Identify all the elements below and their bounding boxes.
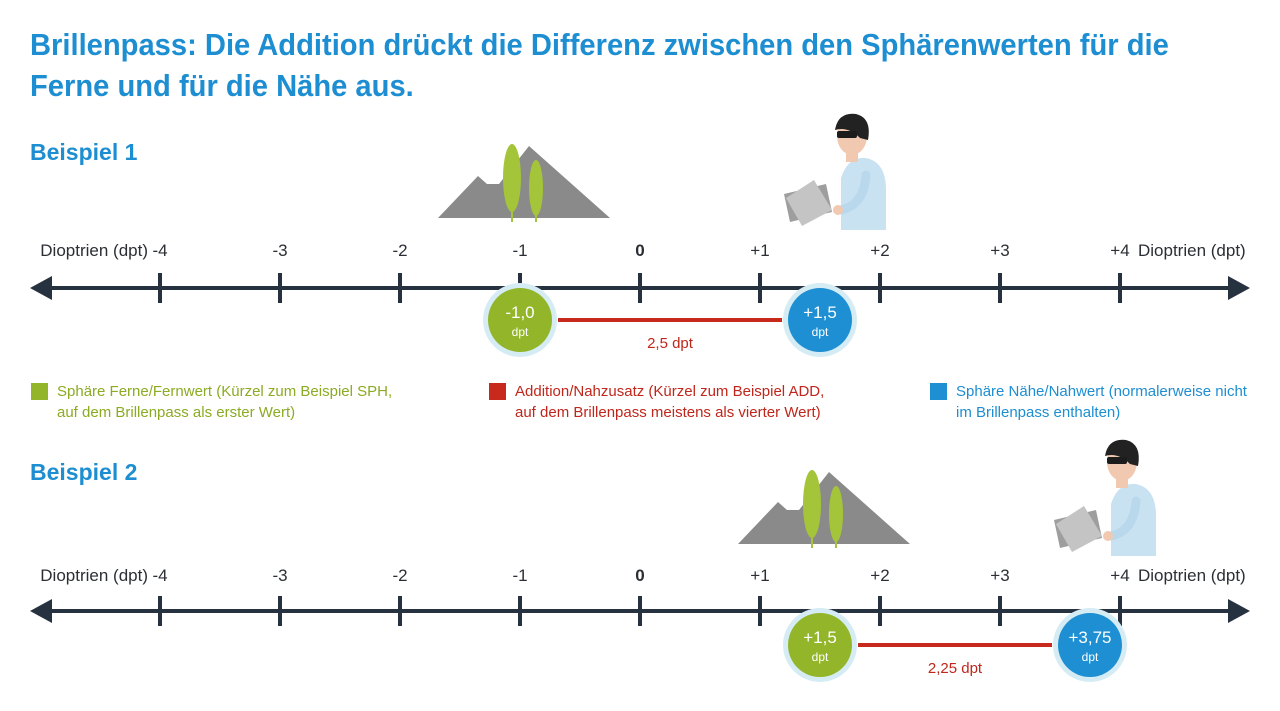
- example-2-tick-label-7: +3: [990, 566, 1009, 585]
- example-2-person-glasses: [1107, 457, 1127, 464]
- example-1-far-sphere-badge: -1,0 dpt: [483, 283, 557, 357]
- example-1-mountain-tree-icon: [438, 144, 610, 222]
- example-1-person-arm: [836, 170, 871, 215]
- example-1-near-sphere-badge-circle: [788, 288, 852, 352]
- example-2-axis-arrow-right: [1228, 599, 1250, 623]
- example-2-mountain-shape: [738, 472, 910, 544]
- example-2-far-sphere-badge-unit: dpt: [812, 650, 829, 664]
- example-1-tick-label-8: +4: [1110, 241, 1129, 260]
- example-1-far-sphere-badge-value: -1,0: [505, 303, 534, 322]
- example-2-reading-person-icon: [1054, 439, 1156, 556]
- example-2-tick-label-3: -1: [512, 566, 527, 585]
- example-2-axis-arrow-left: [30, 599, 52, 623]
- example-1-axis-title-left: Dioptrien (dpt): [40, 241, 148, 260]
- example-1-near-sphere-badge: +1,5 dpt: [783, 283, 857, 357]
- title-line-1: Brillenpass: Die Addition drückt die Dif…: [30, 27, 1169, 62]
- example-1-tick-label-3: -1: [512, 241, 527, 260]
- example-1-axis-arrow-left: [30, 276, 52, 300]
- example-1-axis-arrow-right: [1228, 276, 1250, 300]
- example-1-tick-label-7: +3: [990, 241, 1009, 260]
- example-1-tick-label-5: +1: [750, 241, 769, 260]
- legend-addition-swatch: [489, 383, 506, 400]
- example-1-number-line: -4 -3 -2 -1 0 +1 +2 +3 +4 Dioptrien (dpt) Dioptrie…: [30, 113, 1250, 357]
- example-2-tick-label-4: 0: [635, 566, 644, 585]
- legend-near-sphere: Sphäre Nähe/Nahwert (normalerweise nicht…: [930, 381, 1247, 423]
- example-1-tree-crown-1: [503, 144, 521, 212]
- legend-addition-line-1: Addition/Nahzusatz (Kürzel zum Beispiel …: [515, 383, 825, 400]
- example-2-tick-label-1: -3: [272, 566, 287, 585]
- title-line-2: Ferne und für die Nähe aus.: [30, 68, 414, 103]
- example-2-near-sphere-badge-unit: dpt: [1082, 650, 1099, 664]
- example-1-axis-title-right: Dioptrien (dpt): [1138, 241, 1246, 260]
- example-1-mountain-shape: [438, 146, 610, 218]
- example-2-tick-label-5: +1: [750, 566, 769, 585]
- example-1-near-sphere-badge-value: +1,5: [803, 303, 837, 322]
- example-2-person-hair: [1105, 439, 1139, 466]
- example-1-tick-label-4: 0: [635, 241, 644, 260]
- legend-far-sphere-swatch: [31, 383, 48, 400]
- example-1-tick-label-2: -2: [392, 241, 407, 260]
- example-1-tick-label-6: +2: [870, 241, 889, 260]
- example-1-near-sphere-badge-unit: dpt: [812, 325, 829, 339]
- example-2-far-sphere-badge-circle: [788, 613, 852, 677]
- legend-near-sphere-swatch: [930, 383, 947, 400]
- example-2-tick-label-2: -2: [392, 566, 407, 585]
- example-2-addition-label: 2,25 dpt: [928, 660, 983, 677]
- example-2-person-arm: [1106, 496, 1141, 541]
- example-2-mountain-tree-icon: [738, 470, 910, 548]
- legend-addition-line-2: auf dem Brillenpass meistens als vierter…: [515, 404, 821, 421]
- legend-near-sphere-line-2: im Brillenpass enthalten): [956, 404, 1121, 421]
- legend-far-sphere-line-2: auf dem Brillenpass als erster Wert): [57, 404, 296, 421]
- example-1-tick-label-1: -3: [272, 241, 287, 260]
- example-2-near-sphere-badge-value: +3,75: [1068, 628, 1111, 647]
- example-1-person-hand: [833, 205, 843, 215]
- example-2-axis-title-right: Dioptrien (dpt): [1138, 566, 1246, 585]
- page-title: Brillenpass: Die Addition drückt die Dif…: [30, 24, 1186, 106]
- example-2-axis-title-left: Dioptrien (dpt): [40, 566, 148, 585]
- legend-far-sphere: Sphäre Ferne/Fernwert (Kürzel zum Beispi…: [31, 381, 392, 423]
- example-2-far-sphere-badge: +1,5 dpt: [783, 608, 857, 682]
- example-2-tree-crown-1: [803, 470, 821, 538]
- example-2-person-hand: [1103, 531, 1113, 541]
- example-2-tick-label-8: +4: [1110, 566, 1129, 585]
- example-1-person-hair: [835, 113, 869, 140]
- example-2-far-sphere-badge-value: +1,5: [803, 628, 837, 647]
- example-1-person-glasses: [837, 131, 857, 138]
- example-2-near-sphere-badge: +3,75 dpt: [1053, 608, 1127, 682]
- example-1-addition-label: 2,5 dpt: [647, 335, 694, 352]
- example-2-number-line: -4 -3 -2 -1 0 +1 +2 +3 +4 Dioptrien (dpt) Dioptrie…: [30, 439, 1250, 682]
- legend-far-sphere-line-1: Sphäre Ferne/Fernwert (Kürzel zum Beispi…: [57, 383, 393, 400]
- example-1-newspaper-page: [786, 180, 832, 226]
- example-1-tree-crown-2: [529, 160, 543, 216]
- example-1-tick-label-0: -4: [152, 241, 167, 260]
- example-2-heading: Beispiel 2: [30, 459, 138, 485]
- example-2-tick-label-6: +2: [870, 566, 889, 585]
- example-1-heading: Beispiel 1: [30, 139, 138, 165]
- example-2-tree-crown-2: [829, 486, 843, 542]
- legend-near-sphere-line-1: Sphäre Nähe/Nahwert (normalerweise nicht: [956, 383, 1247, 400]
- legend-addition: Addition/Nahzusatz (Kürzel zum Beispiel …: [489, 381, 824, 423]
- example-2-near-sphere-badge-circle: [1058, 613, 1122, 677]
- example-2-tick-label-0: -4: [152, 566, 167, 585]
- example-1-reading-person-icon: [784, 113, 886, 230]
- example-1-far-sphere-badge-circle: [488, 288, 552, 352]
- example-2-newspaper-page: [1056, 506, 1102, 552]
- example-1-far-sphere-badge-unit: dpt: [512, 325, 529, 339]
